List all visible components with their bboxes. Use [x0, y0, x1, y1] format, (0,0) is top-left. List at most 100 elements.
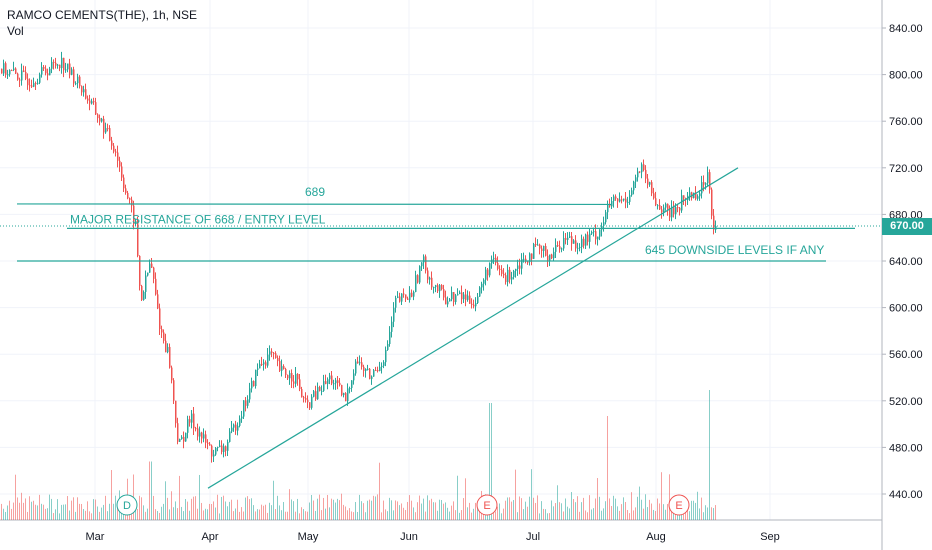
candle-body [413, 291, 415, 297]
candle-body [573, 240, 575, 244]
candle-body [421, 262, 423, 267]
volume-bar [281, 510, 282, 520]
candle-body [3, 63, 5, 74]
candle-body [385, 349, 387, 363]
volume-bar [379, 462, 380, 520]
volume-bar [191, 498, 192, 520]
candle-body [225, 446, 227, 451]
volume-bar [333, 499, 334, 520]
candle-body [93, 101, 95, 103]
volume-bar [593, 508, 594, 520]
volume-bar [167, 497, 168, 520]
candle-body [179, 439, 181, 442]
volume-bar [667, 504, 668, 520]
candle-body [589, 233, 591, 242]
candle-body [249, 388, 251, 400]
volume-bar [547, 513, 548, 520]
candle-body [517, 265, 519, 269]
candle-body [599, 229, 601, 237]
candle-body [397, 296, 399, 299]
candle-body [607, 204, 609, 213]
candle-body [97, 114, 99, 119]
volume-bar [531, 469, 532, 520]
volume-bar [169, 509, 170, 520]
candle-body [265, 362, 267, 366]
candle-body [673, 207, 675, 215]
candle-body [187, 419, 189, 433]
candle-body [109, 128, 111, 141]
candle-body [465, 294, 467, 300]
volume-bar [309, 502, 310, 520]
volume-bar [325, 508, 326, 520]
volume-bar [343, 504, 344, 520]
volume-bar [413, 507, 414, 520]
volume-bar [595, 498, 596, 520]
candle-body [293, 381, 295, 384]
volume-bar [577, 496, 578, 520]
x-tick-label-jun: Jun [400, 531, 418, 543]
candle-body [137, 220, 139, 256]
volume-bar [683, 510, 684, 520]
candle-body [681, 195, 683, 211]
volume-bar [477, 506, 478, 520]
candle-body [621, 199, 623, 201]
volume-bar [65, 504, 66, 520]
candle-body [561, 248, 563, 250]
candle-body [571, 236, 573, 244]
candle-body [403, 293, 405, 295]
candle-body [117, 152, 119, 161]
volume-bar [353, 512, 354, 520]
candle-body [107, 128, 109, 130]
candle-body [27, 78, 29, 86]
volume-bar [237, 499, 238, 520]
candle-body [105, 128, 107, 133]
volume-bar [219, 513, 220, 520]
volume-bar [689, 511, 690, 520]
candle-body [59, 64, 61, 69]
volume-bar [299, 513, 300, 520]
volume-bar [569, 508, 570, 520]
volume-bar [471, 512, 472, 520]
candle-body [221, 445, 223, 452]
volume-bar [95, 499, 96, 520]
volume-bar [661, 472, 662, 520]
volume-bar [601, 510, 602, 520]
volume-bar [161, 506, 162, 520]
candle-body [193, 413, 195, 429]
candle-body [189, 419, 191, 423]
volume-bar [707, 507, 708, 520]
volume-bar [257, 509, 258, 520]
candle-body [405, 294, 407, 299]
volume-bar [331, 498, 332, 520]
candle-body [287, 374, 289, 379]
candle-body [35, 83, 37, 85]
volume-bar [523, 509, 524, 520]
candle-body [615, 196, 617, 199]
volume-bar [559, 502, 560, 520]
volume-bar [239, 511, 240, 520]
volume-bar [461, 510, 462, 520]
volume-bar [251, 498, 252, 520]
candle-body [711, 189, 713, 216]
volume-bar [475, 502, 476, 520]
volume-bar [621, 504, 622, 520]
candle-body [17, 73, 19, 80]
event-label-1: E [483, 500, 490, 512]
candle-body [629, 195, 631, 202]
candle-body [1, 68, 3, 74]
volume-bar [655, 510, 656, 520]
candle-body [275, 353, 277, 358]
volume-bar [109, 503, 110, 520]
volume-bar [491, 403, 492, 520]
volume-bar [235, 508, 236, 520]
volume-bar [87, 501, 88, 520]
candle-body [545, 245, 547, 256]
volume-bar [443, 503, 444, 520]
volume-bar [711, 507, 712, 520]
volume-bar [651, 503, 652, 520]
candle-body [313, 391, 315, 397]
volume-bar [637, 496, 638, 520]
volume-bar [437, 510, 438, 520]
volume-bar [605, 501, 606, 520]
